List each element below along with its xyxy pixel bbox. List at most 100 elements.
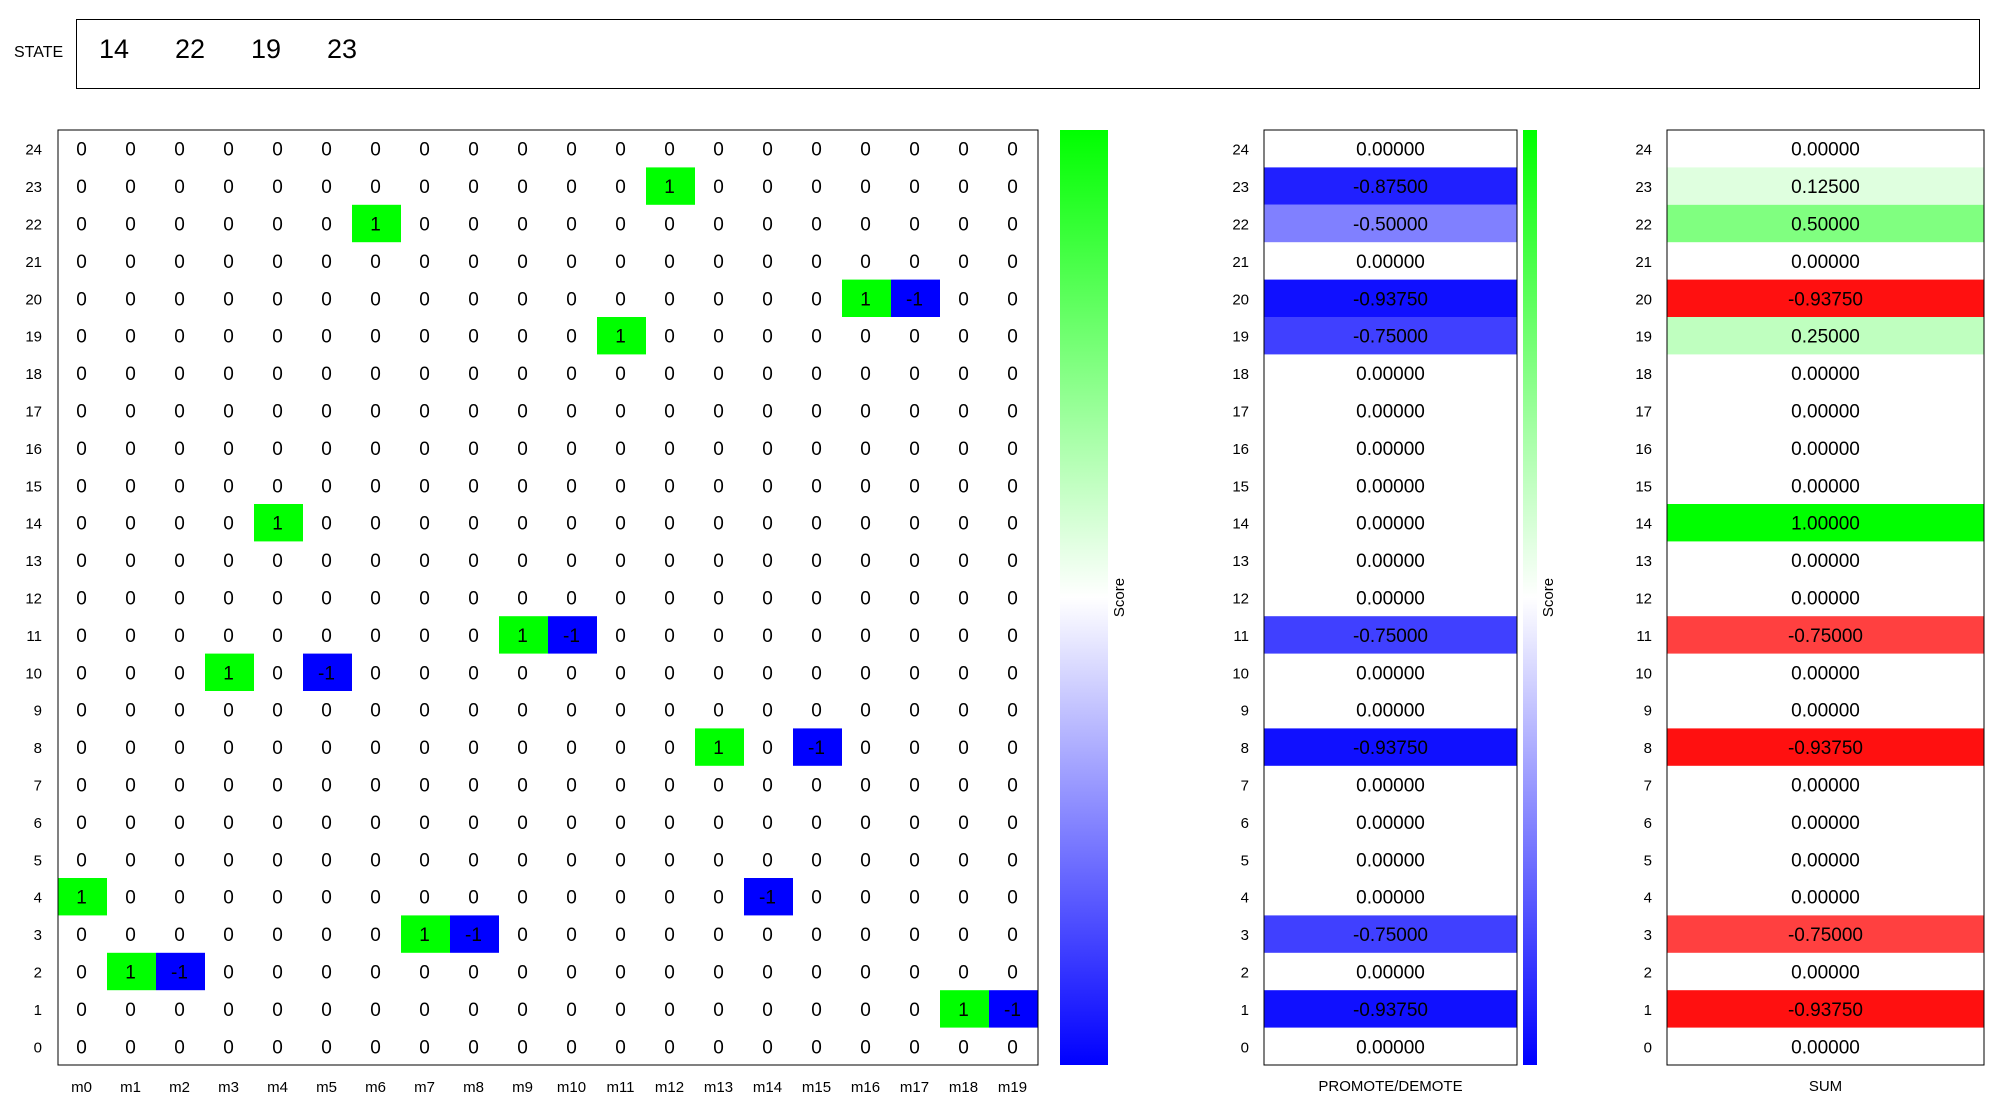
cell-value-label: 0	[909, 140, 920, 161]
cell-value-label: 0	[958, 402, 969, 423]
cell-value-label: 0	[370, 925, 381, 946]
cell-value-label: 0	[370, 1000, 381, 1021]
cell-value-label: 0	[468, 663, 479, 684]
heatmap-cell	[744, 878, 793, 916]
row-tick-label: 7	[34, 778, 42, 795]
cell-value-label: -1	[563, 626, 580, 647]
state-box: 14 22 19 23	[76, 19, 1980, 89]
cell-value-label: 0	[713, 963, 724, 984]
cell-value-label: 0	[860, 776, 871, 797]
cell-value-label: 1	[713, 738, 724, 759]
cell-value-label: 0	[811, 813, 822, 834]
cell-value-label: 0	[272, 215, 283, 236]
cell-value-label: 0	[321, 439, 332, 460]
cell-value-label: 0	[958, 813, 969, 834]
cell-value-label: 0	[223, 1037, 234, 1058]
heatmap-cell	[1264, 915, 1517, 953]
row-tick-label: 10	[1232, 665, 1249, 682]
cell-value-label: 0	[811, 1000, 822, 1021]
cell-value-label: 0	[664, 626, 675, 647]
cell-value-label: 0	[468, 476, 479, 497]
cell-value-label: 0	[517, 177, 528, 198]
cell-value-label: 0	[860, 551, 871, 572]
cell-value-label: 0	[762, 402, 773, 423]
cell-value-label: 0	[370, 402, 381, 423]
cell-value-label: 0	[321, 364, 332, 385]
cell-value-label: 0	[272, 813, 283, 834]
row-tick-label: 2	[1644, 965, 1652, 982]
cell-value-label: 0	[125, 925, 136, 946]
cell-value-label: 0	[174, 177, 185, 198]
cell-value-label: 0	[468, 1000, 479, 1021]
cell-value-label: 0	[860, 925, 871, 946]
cell-value-label: 0	[566, 402, 577, 423]
cell-value-label: 0	[615, 1000, 626, 1021]
cell-value-label: 0	[1007, 626, 1018, 647]
row-tick-label: 24	[1232, 142, 1249, 159]
column-tick-label: m18	[949, 1079, 978, 1096]
cell-value-label: 0	[1007, 476, 1018, 497]
cell-value-label: 0	[566, 327, 577, 348]
heatmap-cell	[156, 952, 205, 991]
cell-value-label: 0	[958, 215, 969, 236]
cell-value-label: 0	[1007, 327, 1018, 348]
cell-value-label: 0	[223, 402, 234, 423]
cell-value-label: 0	[517, 252, 528, 273]
cell-value-label: -0.93750	[1353, 738, 1428, 759]
cell-value-label: 0	[762, 776, 773, 797]
cell-value-label: 0	[125, 177, 136, 198]
row-tick-label: 0	[1241, 1039, 1249, 1056]
cell-value-label: 0	[370, 589, 381, 610]
heatmap-cell	[499, 616, 548, 654]
cell-value-label: 0	[223, 850, 234, 871]
row-tick-label: 13	[1232, 553, 1249, 570]
row-tick-label: 22	[25, 217, 42, 234]
x-axis-label: SUM	[1809, 1078, 1842, 1095]
cell-value-label: 0	[713, 663, 724, 684]
cell-value-label: 0	[272, 439, 283, 460]
column-tick-label: m9	[512, 1079, 533, 1096]
row-tick-label: 18	[1232, 366, 1249, 383]
cell-value-label: 0	[860, 663, 871, 684]
cell-value-label: 0	[615, 963, 626, 984]
row-tick-label: 24	[1635, 142, 1652, 159]
cell-value-label: -0.93750	[1788, 289, 1863, 310]
cell-value-label: 0	[664, 514, 675, 535]
cell-value-label: 0	[370, 738, 381, 759]
cell-value-label: 0	[272, 776, 283, 797]
cell-value-label: 0	[272, 626, 283, 647]
cell-value-label: 0	[566, 140, 577, 161]
cell-value-label: 0	[1007, 1037, 1018, 1058]
cell-value-label: 0	[321, 551, 332, 572]
row-tick-label: 1	[1644, 1002, 1652, 1019]
cell-value-label: 0	[370, 514, 381, 535]
cell-value-label: 0	[370, 701, 381, 722]
cell-value-label: 0	[713, 327, 724, 348]
heatmap-cell	[1264, 279, 1517, 317]
cell-value-label: 0	[76, 626, 87, 647]
cell-value-label: 1	[615, 327, 626, 348]
cell-value-label: 0	[419, 289, 430, 310]
row-tick-label: 16	[25, 441, 42, 458]
row-tick-label: 17	[1635, 404, 1652, 421]
column-tick-label: m7	[414, 1079, 435, 1096]
heatmap-cell	[1264, 317, 1517, 355]
cell-value-label: 0	[517, 963, 528, 984]
cell-value-label: 0.00000	[1791, 439, 1860, 460]
cell-value-label: 0	[272, 140, 283, 161]
cell-value-label: 0	[370, 364, 381, 385]
cell-value-label: 0	[1007, 925, 1018, 946]
heatmap-cell	[695, 728, 744, 766]
cell-value-label: 0	[76, 1000, 87, 1021]
row-tick-label: 14	[1635, 516, 1652, 533]
row-tick-label: 19	[25, 329, 42, 346]
cell-value-label: 0	[811, 364, 822, 385]
cell-value-label: 0	[223, 140, 234, 161]
cell-value-label: 0	[174, 327, 185, 348]
cell-value-label: 0	[419, 663, 430, 684]
row-tick-label: 8	[34, 740, 42, 757]
cell-value-label: 0	[958, 364, 969, 385]
cell-value-label: 0	[909, 813, 920, 834]
cell-value-label: 0	[615, 402, 626, 423]
cell-value-label: 0	[811, 589, 822, 610]
